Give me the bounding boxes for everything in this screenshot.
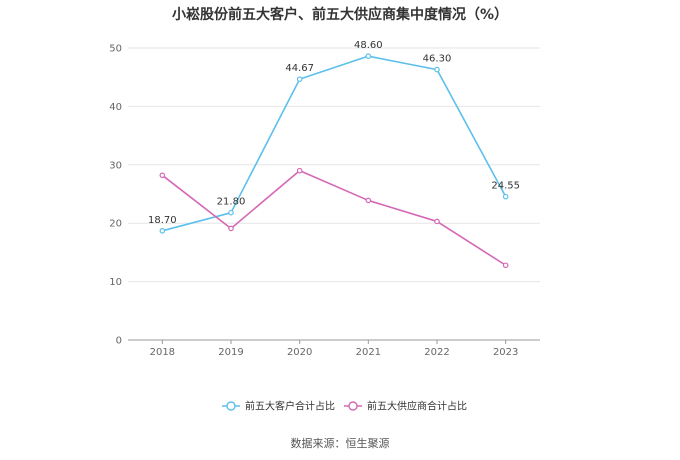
legend: 前五大客户合计占比 前五大供应商合计占比 <box>222 400 467 413</box>
legend-marker <box>226 401 236 411</box>
data-label: 44.67 <box>285 63 314 74</box>
data-point <box>502 262 509 269</box>
data-label: 21.80 <box>217 197 246 208</box>
x-tick-label: 2023 <box>493 347 518 358</box>
y-tick-label: 0 <box>116 336 122 347</box>
y-tick-label: 30 <box>109 160 122 171</box>
x-tick-label: 2021 <box>356 347 381 358</box>
axes: 0 10 20 30 40 50 2018 2019 2020 2021 2022 2023 <box>109 44 540 358</box>
series-line-2 <box>161 169 507 266</box>
data-point <box>228 225 234 232</box>
data-point <box>296 167 303 174</box>
x-tick-label: 2019 <box>218 347 243 358</box>
x-tick-label: 2018 <box>150 347 175 358</box>
data-point <box>434 66 440 73</box>
grid-lines <box>128 47 540 283</box>
legend-marker <box>348 401 358 411</box>
y-tick-label: 20 <box>109 219 122 230</box>
data-point <box>159 227 166 234</box>
data-label: 48.60 <box>354 40 383 51</box>
data-point <box>365 197 372 204</box>
data-point <box>434 218 440 225</box>
data-point <box>296 76 303 82</box>
chart-title: 小崧股份前五大客户、前五大供应商集中度情况（%） <box>171 7 509 23</box>
y-tick-label: 40 <box>109 102 122 113</box>
data-point <box>365 53 372 59</box>
legend-label: 前五大客户合计占比 <box>245 400 335 413</box>
x-tick-label: 2022 <box>424 347 449 358</box>
series-group <box>159 53 509 269</box>
data-labels: 18.70 21.80 44.67 48.60 46.30 24.55 <box>148 40 520 226</box>
data-point <box>228 209 234 216</box>
data-label: 18.70 <box>148 215 177 226</box>
data-label: 24.55 <box>491 181 520 192</box>
legend-label: 前五大供应商合计占比 <box>367 400 467 413</box>
data-label: 46.30 <box>423 54 452 65</box>
data-point <box>502 193 509 200</box>
y-tick-label: 10 <box>109 277 122 288</box>
y-tick-label: 50 <box>109 44 122 55</box>
data-source-note: 数据来源：恒生聚源 <box>290 437 390 450</box>
series-line-1 <box>162 55 507 232</box>
x-tick-label: 2020 <box>287 347 312 358</box>
data-point <box>159 172 166 179</box>
